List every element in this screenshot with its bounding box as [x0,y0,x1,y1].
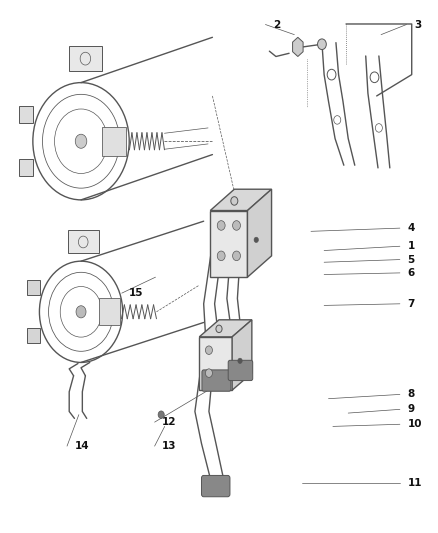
Circle shape [233,221,240,230]
Circle shape [233,251,240,261]
Text: 8: 8 [407,390,415,399]
Text: 10: 10 [407,419,422,429]
Text: 13: 13 [162,441,177,451]
Text: 4: 4 [407,223,415,233]
FancyBboxPatch shape [201,475,230,497]
FancyBboxPatch shape [27,280,40,295]
FancyBboxPatch shape [19,159,33,176]
Text: 1: 1 [407,241,415,251]
FancyBboxPatch shape [27,328,40,343]
Bar [210,211,247,277]
FancyBboxPatch shape [202,370,231,391]
Circle shape [254,237,258,243]
Circle shape [231,197,238,205]
Text: 5: 5 [407,255,415,264]
FancyBboxPatch shape [228,360,253,381]
FancyBboxPatch shape [19,106,33,123]
Text: 11: 11 [407,479,422,488]
Text: 12: 12 [162,417,177,427]
Circle shape [217,251,225,261]
Circle shape [216,325,222,333]
Circle shape [75,134,87,148]
Polygon shape [293,37,303,56]
Circle shape [76,306,86,318]
Text: 9: 9 [407,405,414,414]
Text: 7: 7 [407,299,415,309]
FancyBboxPatch shape [102,127,126,156]
Polygon shape [247,189,272,277]
Text: 2: 2 [273,20,280,29]
Text: 15: 15 [129,288,144,298]
Circle shape [238,358,242,364]
Circle shape [205,369,212,377]
Polygon shape [210,189,272,211]
FancyBboxPatch shape [99,298,120,325]
Polygon shape [232,320,252,390]
Text: 3: 3 [414,20,421,29]
Circle shape [318,39,326,50]
Polygon shape [199,320,252,337]
Text: 6: 6 [407,268,415,278]
Circle shape [158,411,164,418]
FancyBboxPatch shape [68,230,99,253]
Text: 14: 14 [74,441,89,451]
Circle shape [205,346,212,354]
FancyBboxPatch shape [69,46,102,71]
Circle shape [217,221,225,230]
Bar [199,337,232,390]
